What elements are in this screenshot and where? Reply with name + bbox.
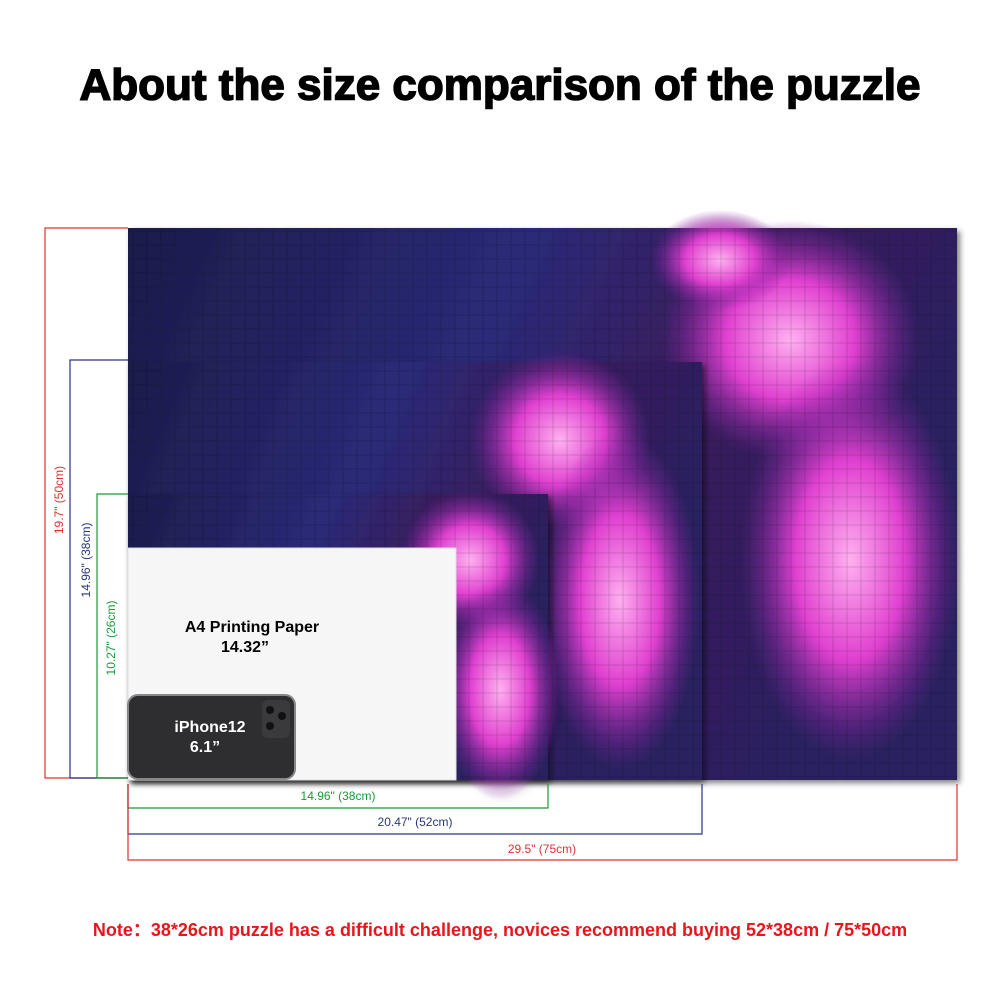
paper-label: A4 Printing Paper bbox=[185, 619, 319, 636]
medium-height: 14.96" (38cm) bbox=[79, 523, 93, 598]
small-height: 10.27" (26cm) bbox=[104, 601, 118, 676]
width-lines bbox=[127, 784, 958, 861]
large-width: 29.5" (75cm) bbox=[508, 842, 576, 856]
phone: iPhone12 6.1” bbox=[127, 694, 296, 780]
phone-size: 6.1” bbox=[190, 739, 220, 756]
medium-width: 20.47" (52cm) bbox=[378, 815, 453, 829]
height-lines bbox=[44, 227, 128, 779]
small-width: 14.96" (38cm) bbox=[301, 789, 376, 803]
large-height: 19.7" (50cm) bbox=[52, 466, 66, 534]
note: Note：38*26cm puzzle has a difficult chal… bbox=[93, 920, 907, 940]
phone-label: iPhone12 bbox=[174, 719, 245, 736]
title: About the size comparison of the puzzle bbox=[80, 61, 921, 110]
paper-size: 14.32” bbox=[221, 639, 269, 656]
